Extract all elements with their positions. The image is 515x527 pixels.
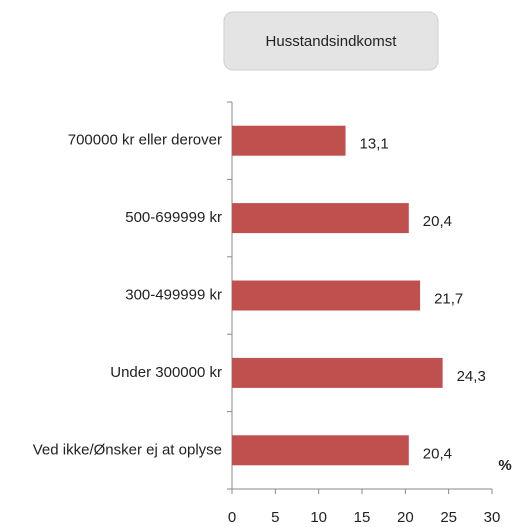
x-axis-label: % (498, 457, 511, 474)
x-tick-label: 30 (484, 509, 501, 526)
x-tick-label: 5 (271, 509, 279, 526)
bar (232, 203, 409, 234)
value-label: 20,4 (423, 213, 452, 230)
title-box (223, 11, 439, 71)
x-tick-label: 25 (440, 509, 457, 526)
y-tick-label: Ved ikke/Ønsker ej at oplyse (33, 441, 222, 458)
x-tick-label: 10 (310, 509, 327, 526)
y-tick-label: 700000 kr eller derover (68, 132, 222, 149)
bar (232, 125, 346, 156)
x-tick-label: 0 (228, 509, 236, 526)
bar (232, 357, 443, 388)
value-label: 13,1 (360, 136, 389, 153)
x-tick-label: 20 (397, 509, 414, 526)
bar (232, 435, 409, 466)
y-tick-label: Under 300000 kr (110, 364, 222, 381)
y-tick-label: 300-499999 kr (125, 286, 222, 303)
value-label: 21,7 (434, 290, 463, 307)
chart-title: Husstandsindkomst (266, 33, 398, 50)
y-tick-label: 500-699999 kr (125, 209, 222, 226)
x-tick-label: 15 (354, 509, 371, 526)
value-label: 24,3 (457, 368, 486, 385)
bar (232, 280, 421, 311)
value-label: 20,4 (423, 445, 452, 462)
